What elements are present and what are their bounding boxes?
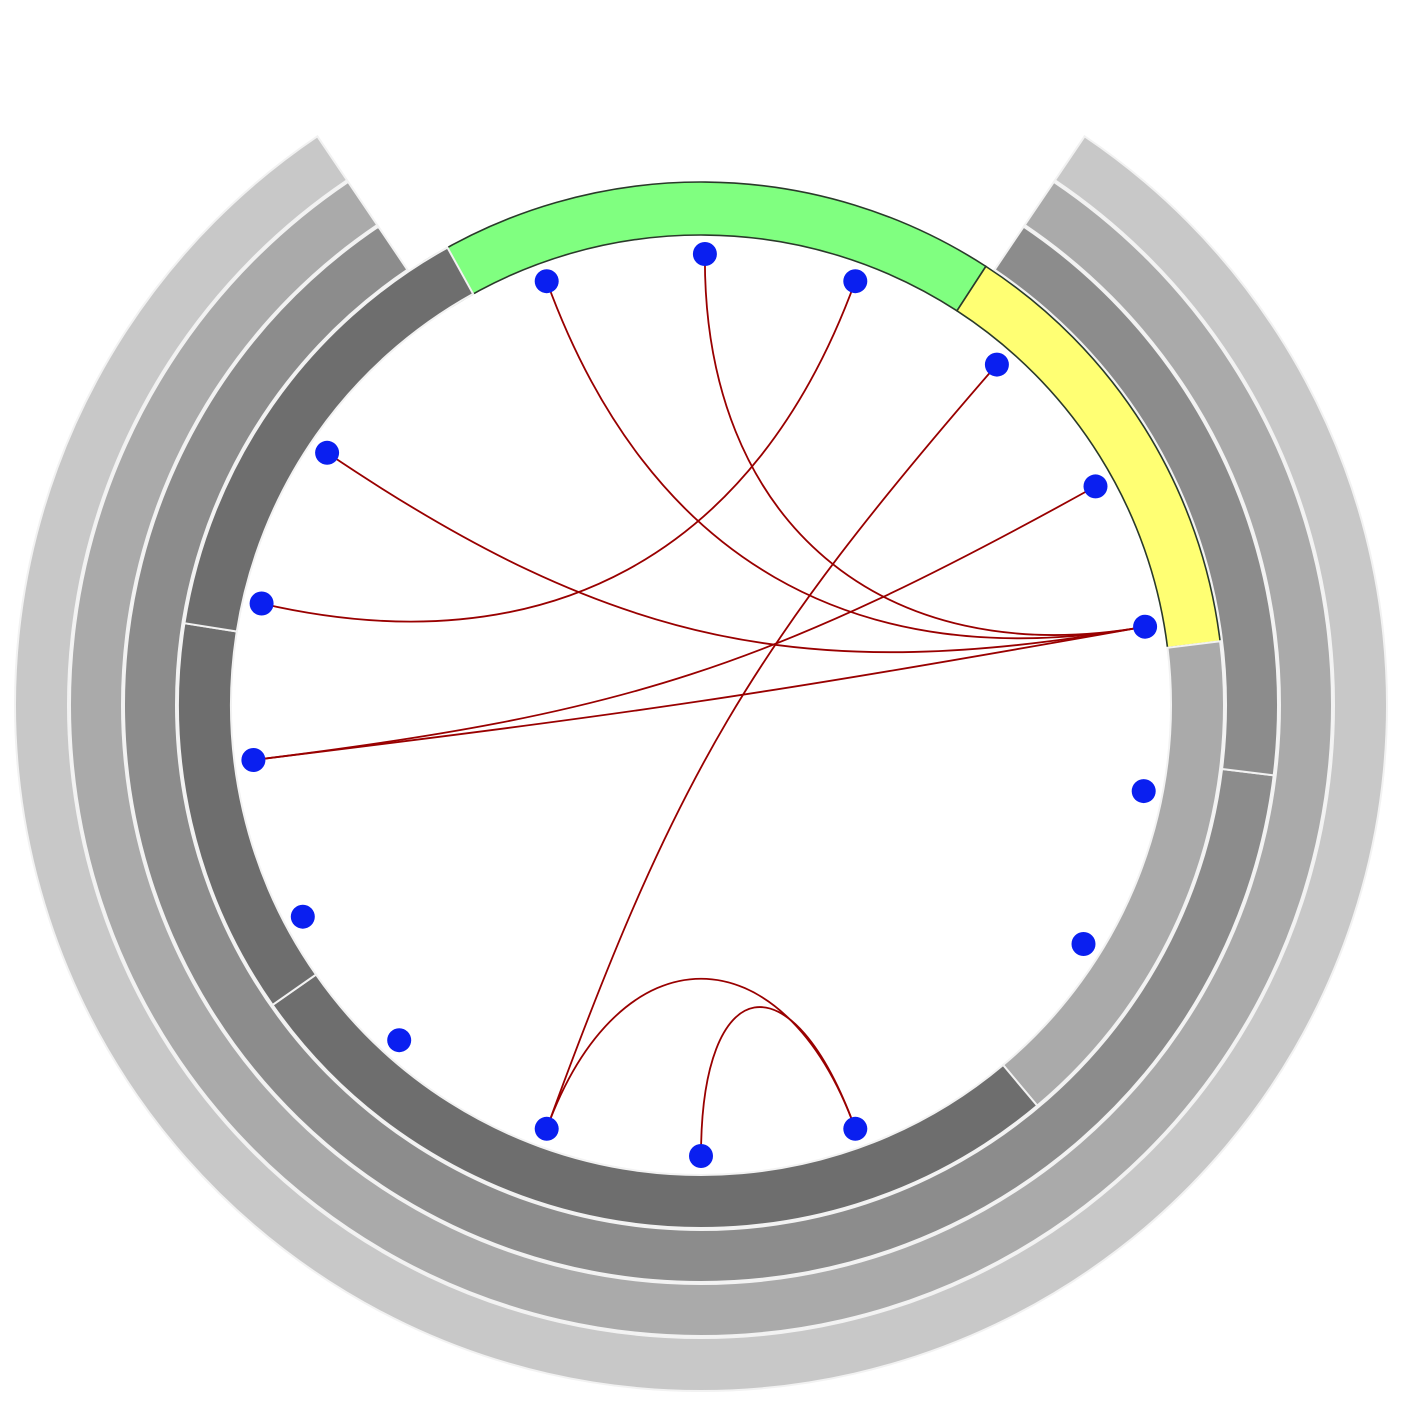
edge-n03-n10 (545, 364, 998, 1130)
node-n03[interactable] (984, 352, 1009, 377)
arc-level3-lower[interactable] (993, 225, 1279, 777)
node-n16[interactable] (534, 269, 559, 294)
edge-n15-n05 (326, 452, 1146, 654)
node-n06[interactable] (1131, 779, 1156, 804)
node-n05[interactable] (1133, 614, 1158, 639)
node-n01[interactable] (692, 242, 717, 266)
edge-n01-n05 (703, 253, 1146, 636)
node-n02[interactable] (843, 269, 868, 294)
edge-layer (253, 253, 1146, 1157)
edge-n10-n08 (545, 978, 857, 1130)
arc-level2-main[interactable] (69, 180, 1333, 1338)
ring-second (123, 225, 1279, 1284)
node-n14[interactable] (249, 591, 274, 616)
edge-n09-n08 (700, 1006, 857, 1157)
ring-third (69, 180, 1333, 1338)
edge-n16-n05 (545, 280, 1146, 640)
edge-n13-n05 (253, 625, 1146, 761)
edge-n02-n14 (261, 280, 857, 623)
node-n07[interactable] (1071, 932, 1096, 956)
node-n15[interactable] (315, 440, 340, 465)
arc-level4-upper-left[interactable] (183, 246, 475, 633)
node-n13[interactable] (241, 748, 266, 772)
node-n08[interactable] (843, 1116, 868, 1141)
edge-n04-n13 (253, 485, 1096, 761)
node-n04[interactable] (1083, 474, 1108, 499)
ring-inner (177, 181, 1225, 1229)
node-n11[interactable] (387, 1028, 412, 1053)
node-n10[interactable] (534, 1116, 559, 1141)
ring-layer (14, 134, 1388, 1392)
ring-outer (14, 134, 1388, 1392)
node-n09[interactable] (689, 1144, 713, 1168)
node-n12[interactable] (290, 904, 315, 929)
arc-level3-upper[interactable] (123, 225, 1275, 1284)
node-layer (241, 242, 1158, 1168)
arc-level1-main[interactable] (14, 134, 1388, 1392)
